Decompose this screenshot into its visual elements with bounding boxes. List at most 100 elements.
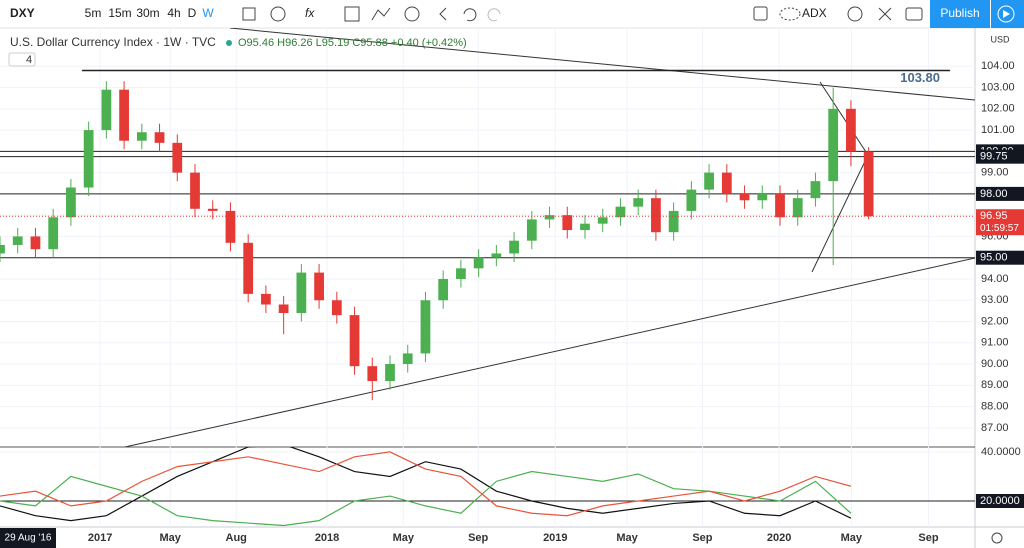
- compare-icon[interactable]: [270, 6, 286, 22]
- interval[interactable]: W: [202, 6, 214, 20]
- candle-body: [278, 304, 289, 314]
- annotation-label: 103.80: [900, 70, 940, 85]
- candle-body: [456, 268, 466, 279]
- y-tick-label: 40.0000: [981, 446, 1021, 458]
- x-tick-label: 2017: [88, 532, 112, 544]
- trendline: [124, 257, 975, 447]
- candles-icon[interactable]: [242, 7, 256, 21]
- candle-body: [651, 198, 661, 233]
- x-tick-label: May: [616, 532, 638, 544]
- candle-body: [846, 108, 856, 152]
- settings-icon[interactable]: [847, 6, 863, 22]
- x-tick-label: Sep: [468, 532, 488, 544]
- candle-body: [30, 236, 41, 250]
- candle-body: [83, 130, 94, 188]
- alert-icon[interactable]: [371, 7, 391, 21]
- main-pane: 103.80: [0, 69, 975, 401]
- y-tick-label: 94.00: [981, 273, 1009, 285]
- cloud-icon[interactable]: [779, 7, 801, 21]
- status-dot: [226, 40, 232, 46]
- publish-button[interactable]: [930, 0, 990, 28]
- countdown: 01:59:57: [980, 223, 1019, 234]
- indicator-line: [0, 451, 852, 517]
- y-tick-label: 102.00: [981, 103, 1015, 115]
- candle-body: [48, 217, 59, 250]
- candle-body: [597, 217, 608, 224]
- candle-body: [544, 215, 555, 220]
- candle-body: [172, 142, 183, 173]
- candle-body: [757, 193, 768, 201]
- play-icon: [997, 5, 1015, 23]
- last-price-tag: [976, 209, 1024, 236]
- y-tick-label: 89.00: [981, 379, 1009, 391]
- candle-body: [331, 300, 342, 316]
- y-tick-label: 90.00: [981, 358, 1009, 370]
- interval[interactable]: 30m: [136, 6, 159, 20]
- price-tag: [976, 186, 1024, 201]
- alarm-icon[interactable]: [404, 6, 420, 22]
- candle-body: [633, 198, 644, 207]
- price-tag-label: 99.75: [980, 151, 1008, 163]
- publish-label[interactable]: Publish: [940, 6, 979, 20]
- price-tag: [976, 149, 1024, 164]
- y-tick-label: 88.00: [981, 400, 1009, 412]
- y-tick-label: 93.00: [981, 294, 1009, 306]
- indicator-line: [0, 470, 852, 527]
- templates-icon[interactable]: [344, 6, 360, 22]
- y-tick-label: 99.00: [981, 167, 1009, 179]
- candle-body: [526, 219, 537, 241]
- undo-icon[interactable]: [463, 8, 477, 22]
- candle-body: [721, 172, 732, 194]
- candle-body: [615, 206, 626, 218]
- fullscreen-icon[interactable]: [878, 7, 892, 21]
- interval[interactable]: D: [188, 6, 197, 20]
- candle-body: [668, 210, 679, 233]
- candle-body: [828, 108, 839, 182]
- layout-icon[interactable]: [753, 6, 768, 21]
- last-price-label: 96.95: [980, 210, 1008, 222]
- replay-icon[interactable]: [439, 7, 447, 21]
- candle-body: [136, 132, 147, 141]
- candle-body: [261, 293, 271, 305]
- currency: USD: [990, 34, 1010, 44]
- candle-body: [12, 236, 23, 245]
- collapse-button[interactable]: [8, 52, 36, 67]
- candle-body: [562, 215, 573, 231]
- indicators-icon[interactable]: fx: [305, 6, 315, 20]
- candle-body: [686, 189, 697, 211]
- candle-body: [385, 364, 395, 382]
- y-tick-label: 104.00: [981, 60, 1015, 72]
- candle-body: [775, 193, 785, 218]
- redo-icon[interactable]: [487, 8, 501, 22]
- play-triangle: [1003, 10, 1010, 18]
- collapse-count[interactable]: 4: [26, 54, 32, 66]
- price-tag-label: 98.00: [980, 188, 1008, 200]
- interval[interactable]: 4h: [167, 6, 180, 20]
- indicator-name[interactable]: ADX: [802, 6, 827, 20]
- drawings: [124, 28, 975, 447]
- snapshot-icon[interactable]: [905, 7, 923, 21]
- settings-gear[interactable]: [991, 532, 1003, 544]
- candle-body: [190, 172, 200, 209]
- interval[interactable]: 5m: [85, 6, 102, 20]
- axes: 87.00 88.00 89.00 90.00 91.00 92.00 93.00 94.00…: [88, 60, 1024, 544]
- symbol[interactable]: DXY: [10, 6, 35, 20]
- candle-body: [792, 198, 803, 218]
- candle-body: [491, 253, 502, 258]
- trendline: [819, 81, 869, 156]
- candle-body: [243, 242, 254, 294]
- interval[interactable]: 15m: [108, 6, 131, 20]
- candle-body: [367, 366, 378, 382]
- candle-body: [0, 244, 5, 254]
- candle-body: [509, 240, 519, 254]
- intervals: 5m 15m 30m 4h D W: [85, 6, 215, 20]
- x-tick-label: May: [841, 532, 863, 544]
- x-tick-label: Sep: [918, 532, 938, 544]
- x-tick-label: May: [159, 532, 181, 544]
- candle-body: [863, 151, 874, 217]
- candle-body: [225, 210, 236, 243]
- y-tick-label: 103.00: [981, 81, 1015, 93]
- candle-body: [296, 272, 307, 314]
- date-tag-bg: [0, 528, 56, 548]
